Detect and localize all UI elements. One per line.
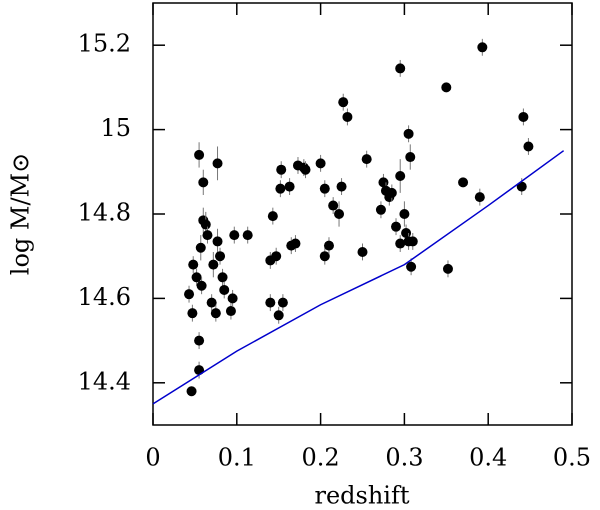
point (338, 97, 349, 108)
point (186, 386, 197, 397)
point (219, 284, 230, 295)
point (187, 308, 198, 319)
point (277, 297, 288, 308)
point (442, 263, 453, 274)
point (406, 261, 417, 272)
point (334, 209, 345, 219)
point (328, 200, 339, 211)
point (441, 82, 452, 93)
point (210, 308, 221, 319)
point (195, 242, 206, 253)
point (194, 335, 205, 346)
point (399, 209, 410, 219)
plot-frame (152, 2, 573, 426)
y-tick-label: 15 (100, 114, 131, 142)
point (229, 230, 240, 241)
point (357, 246, 368, 257)
point (227, 293, 238, 304)
point (188, 259, 199, 270)
point (401, 227, 412, 238)
point (208, 259, 219, 270)
point (516, 181, 527, 192)
point (276, 164, 287, 175)
point (386, 187, 397, 198)
point (212, 158, 223, 169)
point (474, 192, 485, 203)
point (194, 365, 205, 376)
point (395, 238, 406, 249)
point (200, 219, 211, 230)
point (361, 154, 372, 165)
y-tick-label: 14.4 (78, 367, 131, 395)
point (265, 297, 276, 308)
point (290, 238, 301, 249)
point (206, 297, 217, 308)
point (242, 230, 253, 241)
point (271, 251, 282, 262)
x-tick-label: 0.1 (218, 444, 256, 472)
point (300, 164, 311, 175)
point (336, 181, 347, 192)
x-tick-label: 0.5 (553, 444, 591, 472)
point (395, 171, 406, 182)
y-tick-label: 14.8 (78, 199, 131, 227)
point (518, 111, 529, 122)
point (375, 204, 386, 215)
point (267, 211, 278, 222)
y-tick-label: 14.6 (78, 283, 131, 311)
point (319, 183, 330, 194)
point (194, 149, 205, 160)
point (477, 42, 488, 53)
point (378, 177, 389, 188)
point (275, 183, 286, 194)
x-tick-label: 0.3 (385, 444, 423, 472)
x-tick-label: 0.4 (469, 444, 507, 472)
point (184, 289, 195, 300)
point (284, 181, 295, 192)
y-axis-label: log M/M⊙ (7, 153, 35, 275)
y-tick-label: 15.2 (78, 30, 131, 58)
point (215, 251, 226, 262)
point (319, 251, 330, 262)
x-tick-label: 0.2 (302, 444, 340, 472)
point (403, 128, 414, 139)
x-axis-label: redshift (314, 482, 409, 510)
point (391, 221, 402, 232)
point (342, 111, 353, 122)
point (523, 141, 534, 152)
point (191, 272, 202, 283)
point (323, 240, 334, 251)
point (395, 63, 406, 74)
point (273, 310, 284, 321)
model-line (152, 150, 565, 405)
point (217, 272, 228, 283)
point (196, 280, 207, 291)
x-tick-label: 0 (145, 444, 160, 472)
point (405, 152, 416, 163)
point (198, 177, 209, 188)
point (315, 158, 326, 169)
point (225, 306, 236, 317)
point (202, 230, 213, 241)
point (212, 236, 223, 247)
point (458, 177, 469, 188)
point (407, 236, 418, 247)
